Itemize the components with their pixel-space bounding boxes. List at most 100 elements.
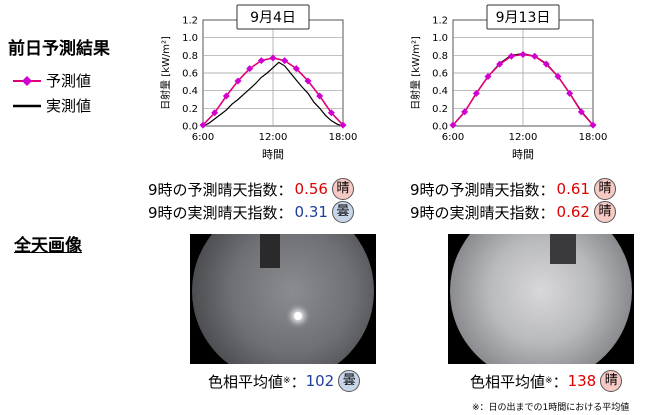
- allsky-photo-sep4: [190, 234, 376, 364]
- y-tick-label: 0.4: [432, 86, 448, 97]
- x-axis-label: 時間: [262, 148, 284, 161]
- predicted-point: [222, 92, 230, 100]
- x-tick-label: 12:00: [509, 132, 538, 143]
- predicted-point: [292, 65, 300, 73]
- x-tick-label: 12:00: [259, 132, 288, 143]
- hue-avg-sep4: 色相平均値 ※： 102 曇: [208, 370, 361, 392]
- hue-label: 色相平均値: [208, 372, 284, 391]
- hue-label: 色相平均値: [470, 372, 546, 391]
- date-title-box: [486, 4, 560, 30]
- legend-predicted-label: 予測値: [46, 72, 92, 90]
- legend-predicted: 予測値: [12, 70, 91, 91]
- predicted-point: [531, 52, 539, 60]
- date-title: 9月4日: [236, 4, 310, 30]
- y-tick-label: 1.2: [182, 16, 198, 27]
- y-tick-label: 0.6: [182, 69, 198, 80]
- meas-index-sep4: 9時の実測晴天指数： 0.31 曇: [148, 201, 354, 223]
- predicted-point: [461, 108, 469, 116]
- cloudy-icon: 曇: [331, 201, 354, 223]
- meas-index-value: 0.62: [556, 203, 590, 221]
- legend-measured: 実測値: [12, 95, 91, 116]
- building-silhouette: [550, 234, 576, 264]
- y-tick-label: 0.6: [432, 69, 448, 80]
- y-tick-label: 0.8: [432, 51, 448, 62]
- y-tick-label: 0.0: [432, 122, 448, 133]
- predicted-point: [472, 89, 480, 97]
- meas-index-value: 0.31: [294, 203, 328, 221]
- date-title-text: 9月13日: [496, 10, 551, 26]
- predicted-point: [211, 109, 219, 117]
- y-axis-label: 日射量 [kW/m²]: [410, 36, 422, 110]
- building-silhouette: [260, 234, 280, 268]
- predicted-point: [577, 108, 585, 116]
- footnote: ※：日の出までの1時間における平均値: [472, 403, 630, 413]
- hue-sep: ：: [552, 372, 568, 391]
- sunny-icon: 晴: [600, 370, 623, 392]
- sunny-icon: 晴: [331, 178, 354, 200]
- sunny-icon: 晴: [593, 201, 616, 223]
- predicted-point: [542, 60, 550, 68]
- irradiance-chart-sep13: 0.0 0.2 0.4 0.6 0.8 1.0 1.2 6:00 12:00 18:00 時間 日射量…: [410, 4, 607, 161]
- predicted-point: [304, 77, 312, 85]
- predicted-point: [269, 54, 277, 62]
- pred-index-value: 0.61: [556, 180, 590, 198]
- cloudy-icon: 曇: [338, 370, 361, 392]
- predicted-point: [327, 109, 335, 117]
- predicted-point: [246, 65, 254, 73]
- predicted-point: [281, 57, 289, 65]
- chart-legend: 予測値 実測値: [12, 70, 91, 116]
- hue-mark: ※: [283, 376, 291, 386]
- pred-index-label: 9時の予測晴天指数：: [410, 180, 555, 199]
- predicted-point: [554, 73, 562, 81]
- allsky-photo-sep13: [448, 234, 634, 364]
- y-tick-label: 1.0: [432, 33, 448, 44]
- date-title-text: 9月4日: [250, 10, 296, 26]
- predicted-point: [519, 50, 527, 58]
- forecast-heading: 前日予測結果: [8, 39, 110, 59]
- allsky-heading: 全天画像: [14, 236, 82, 256]
- legend-measured-label: 実測値: [46, 97, 92, 115]
- y-tick-label: 0.8: [182, 51, 198, 62]
- predicted-point: [339, 121, 347, 129]
- measured-series-line: [202, 61, 344, 127]
- y-tick-label: 0.2: [432, 104, 448, 115]
- x-tick-label: 6:00: [442, 132, 464, 143]
- y-tick-label: 0.0: [182, 122, 198, 133]
- y-tick-label: 0.4: [182, 86, 198, 97]
- sunny-icon: 晴: [593, 178, 616, 200]
- pred-index-sep4: 9時の予測晴天指数： 0.56 晴: [148, 178, 354, 200]
- predicted-point: [589, 121, 597, 129]
- meas-index-label: 9時の実測晴天指数：: [148, 203, 293, 222]
- y-tick-label: 0.2: [182, 104, 198, 115]
- predicted-point: [566, 89, 574, 97]
- predicted-point: [507, 52, 515, 60]
- date-title-box: [236, 4, 310, 30]
- sky-dome: [192, 234, 374, 364]
- x-axis-label: 時間: [512, 148, 534, 161]
- predicted-point: [234, 77, 242, 85]
- hue-value: 138: [567, 372, 597, 390]
- x-tick-label: 18:00: [329, 132, 358, 143]
- date-title: 9月13日: [486, 4, 560, 30]
- measured-line-icon: [13, 104, 41, 107]
- y-axis-label: 日射量 [kW/m²]: [160, 36, 172, 110]
- x-tick-label: 6:00: [192, 132, 214, 143]
- meas-index-sep13: 9時の実測晴天指数： 0.62 晴: [410, 201, 616, 223]
- predicted-point: [199, 121, 207, 129]
- y-tick-label: 1.0: [182, 33, 198, 44]
- irradiance-chart-sep4: 0.0 0.2 0.4 0.6 0.8 1.0 1.2 6:00 12:00 18:00 時間 日射量…: [160, 4, 358, 161]
- meas-index-label: 9時の実測晴天指数：: [410, 203, 555, 222]
- predicted-point: [257, 57, 265, 65]
- sky-dome: [450, 234, 632, 364]
- hue-avg-sep13: 色相平均値 ※： 138 晴: [470, 370, 623, 392]
- predicted-point: [449, 121, 457, 129]
- predicted-line-marker-icon: [13, 75, 41, 86]
- y-tick-label: 1.2: [432, 16, 448, 27]
- pred-index-sep13: 9時の予測晴天指数： 0.61 晴: [410, 178, 616, 200]
- sun-spot: [294, 312, 302, 320]
- hue-sep: ：: [290, 372, 306, 391]
- pred-index-label: 9時の予測晴天指数：: [148, 180, 293, 199]
- hue-value: 102: [305, 372, 335, 390]
- hue-mark: ※: [545, 376, 553, 386]
- predicted-point: [316, 92, 324, 100]
